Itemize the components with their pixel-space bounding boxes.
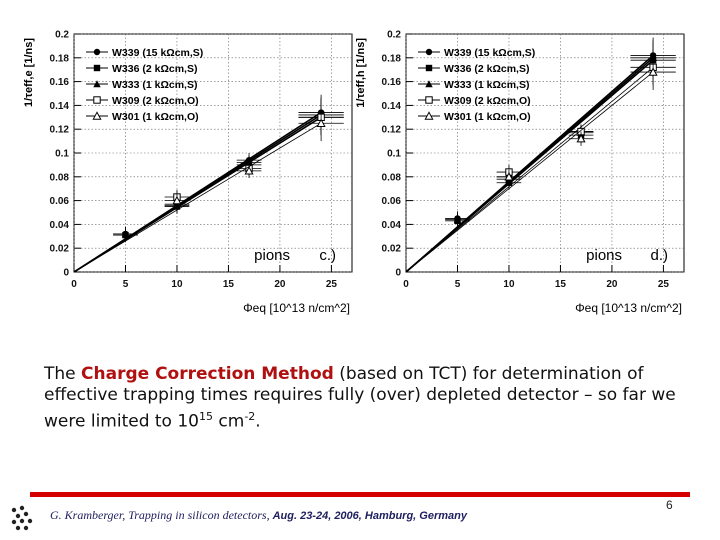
data-point — [648, 67, 658, 76]
panel-annotation: pions — [254, 247, 290, 264]
caption-pre: The — [44, 364, 82, 384]
fit-line — [73, 122, 322, 273]
footer-author: G. Kramberger, — [50, 508, 129, 522]
caption-exponent-2: -2 — [244, 410, 256, 423]
page-number: 6 — [666, 498, 673, 512]
caption-unit: cm — [213, 411, 245, 432]
legend-entry: W301 (1 kΩcm,O) — [444, 111, 531, 123]
x-axis-label: Φeq [10^13 n/cm^2] — [243, 301, 350, 315]
y-tick-label: 0 — [395, 268, 401, 279]
data-point — [453, 215, 462, 223]
legend-entry: W336 (2 kΩcm,S) — [444, 63, 529, 75]
y-tick-label: 0.02 — [50, 244, 70, 255]
y-tick-label: 0.1 — [55, 149, 69, 160]
legend-marker — [425, 80, 433, 88]
logo-dots-icon — [11, 505, 33, 531]
y-tick-label: 0.12 — [50, 125, 70, 136]
legend-marker — [425, 48, 433, 56]
y-axis-label: 1/τeff,e [1/ns] — [23, 38, 35, 107]
legend-entry: W336 (2 kΩcm,S) — [112, 63, 197, 75]
caption-mid: (based on TCT) for determination of effe… — [44, 364, 676, 432]
x-axis-label: Φeq [10^13 n/cm^2] — [575, 301, 682, 315]
y-tick-label: 0.12 — [382, 125, 402, 136]
data-point — [504, 172, 514, 181]
data-point — [576, 133, 586, 143]
panel-label: d.) — [650, 247, 668, 264]
x-tick-label: 25 — [658, 279, 670, 290]
legend-marker — [425, 96, 433, 104]
x-tick-label: 20 — [274, 279, 286, 290]
y-tick-label: 0.2 — [387, 30, 401, 41]
x-tick-label: 15 — [223, 279, 235, 290]
y-tick-label: 0.04 — [50, 220, 70, 231]
y-tick-label: 0.04 — [382, 220, 402, 231]
series-group — [73, 105, 344, 273]
legend-marker — [93, 80, 101, 88]
y-tick-label: 0.2 — [55, 30, 69, 41]
y-tick-label: 0.06 — [382, 196, 402, 207]
fit-line — [405, 57, 654, 273]
x-tick-label: 10 — [503, 279, 515, 290]
legend-marker — [93, 96, 101, 104]
y-tick-label: 0.08 — [50, 172, 70, 183]
y-axis-label: 1/τeff,h [1/ns] — [355, 38, 367, 108]
y-tick-label: 0.1 — [387, 149, 401, 160]
y-tick-label: 0.06 — [50, 196, 70, 207]
footer-text: G. Kramberger, Trapping in silicon detec… — [50, 508, 467, 523]
footer-event: Aug. 23-24, 2006, Hamburg, Germany — [272, 510, 467, 522]
data-point — [316, 118, 326, 127]
chart-panel-d: 0 0.02 0.04 0.06 0.08 0.1 0.12 0.14 0.16 0.18 0.2 0… — [352, 28, 690, 328]
chart-panel-c: 0 0.02 0.04 0.06 0.08 0.1 0.12 0.14 0.16 0.18 0.2 0… — [20, 28, 358, 328]
panel-annotation: pions — [586, 247, 622, 264]
legend-entry: W301 (1 kΩcm,O) — [112, 111, 199, 123]
legend-entry: W339 (15 kΩcm,S) — [444, 47, 535, 59]
data-point — [172, 195, 182, 205]
x-tick-label: 5 — [123, 279, 129, 290]
y-tick-label: 0.16 — [382, 77, 402, 88]
fit-line — [405, 67, 654, 273]
caption-end: . — [255, 411, 261, 432]
legend-marker — [93, 64, 101, 72]
x-tick-label: 5 — [455, 279, 461, 290]
legend-entry: W309 (2 kΩcm,O) — [112, 95, 199, 107]
caption-exponent-1: 15 — [199, 410, 213, 423]
footer-rule — [30, 492, 690, 497]
y-tick-label: 0.14 — [50, 101, 70, 112]
legend-marker — [425, 64, 433, 72]
y-tick-label: 0.18 — [382, 53, 402, 64]
x-tick-label: 15 — [555, 279, 567, 290]
y-tick-label: 0.08 — [382, 172, 402, 183]
footer-title: Trapping in silicon detectors, — [128, 508, 273, 522]
y-tick-label: 0.14 — [382, 101, 402, 112]
legend-marker — [424, 111, 434, 120]
x-tick-label: 10 — [171, 279, 183, 290]
y-tick-label: 0.02 — [382, 244, 402, 255]
legend-entry: W309 (2 kΩcm,O) — [444, 95, 531, 107]
legend-entry: W333 (1 kΩcm,S) — [444, 79, 529, 91]
x-tick-label: 20 — [606, 279, 618, 290]
legend-entry: W333 (1 kΩcm,S) — [112, 79, 197, 91]
x-tick-label: 0 — [71, 279, 77, 290]
data-point — [121, 230, 130, 238]
series-group — [405, 54, 676, 273]
chart-svg: 0 0.02 0.04 0.06 0.08 0.1 0.12 0.14 0.16 0.18 0.2 0… — [23, 30, 353, 315]
fit-line — [73, 116, 322, 273]
y-tick-label: 0 — [63, 268, 69, 279]
fit-line — [405, 71, 654, 273]
x-tick-label: 0 — [403, 279, 409, 290]
caption-highlight: Charge Correction Method — [81, 364, 334, 384]
legend-marker — [93, 48, 101, 56]
chart-svg: 0 0.02 0.04 0.06 0.08 0.1 0.12 0.14 0.16 0.18 0.2 0… — [355, 30, 685, 315]
legend-marker — [92, 111, 102, 120]
panel-label: c.) — [319, 247, 336, 264]
legend-entry: W339 (15 kΩcm,S) — [112, 47, 203, 59]
slide-caption: The Charge Correction Method (based on T… — [44, 364, 684, 433]
y-tick-label: 0.18 — [50, 53, 70, 64]
x-tick-label: 25 — [326, 279, 338, 290]
data-point — [244, 166, 254, 175]
y-tick-label: 0.16 — [50, 77, 70, 88]
